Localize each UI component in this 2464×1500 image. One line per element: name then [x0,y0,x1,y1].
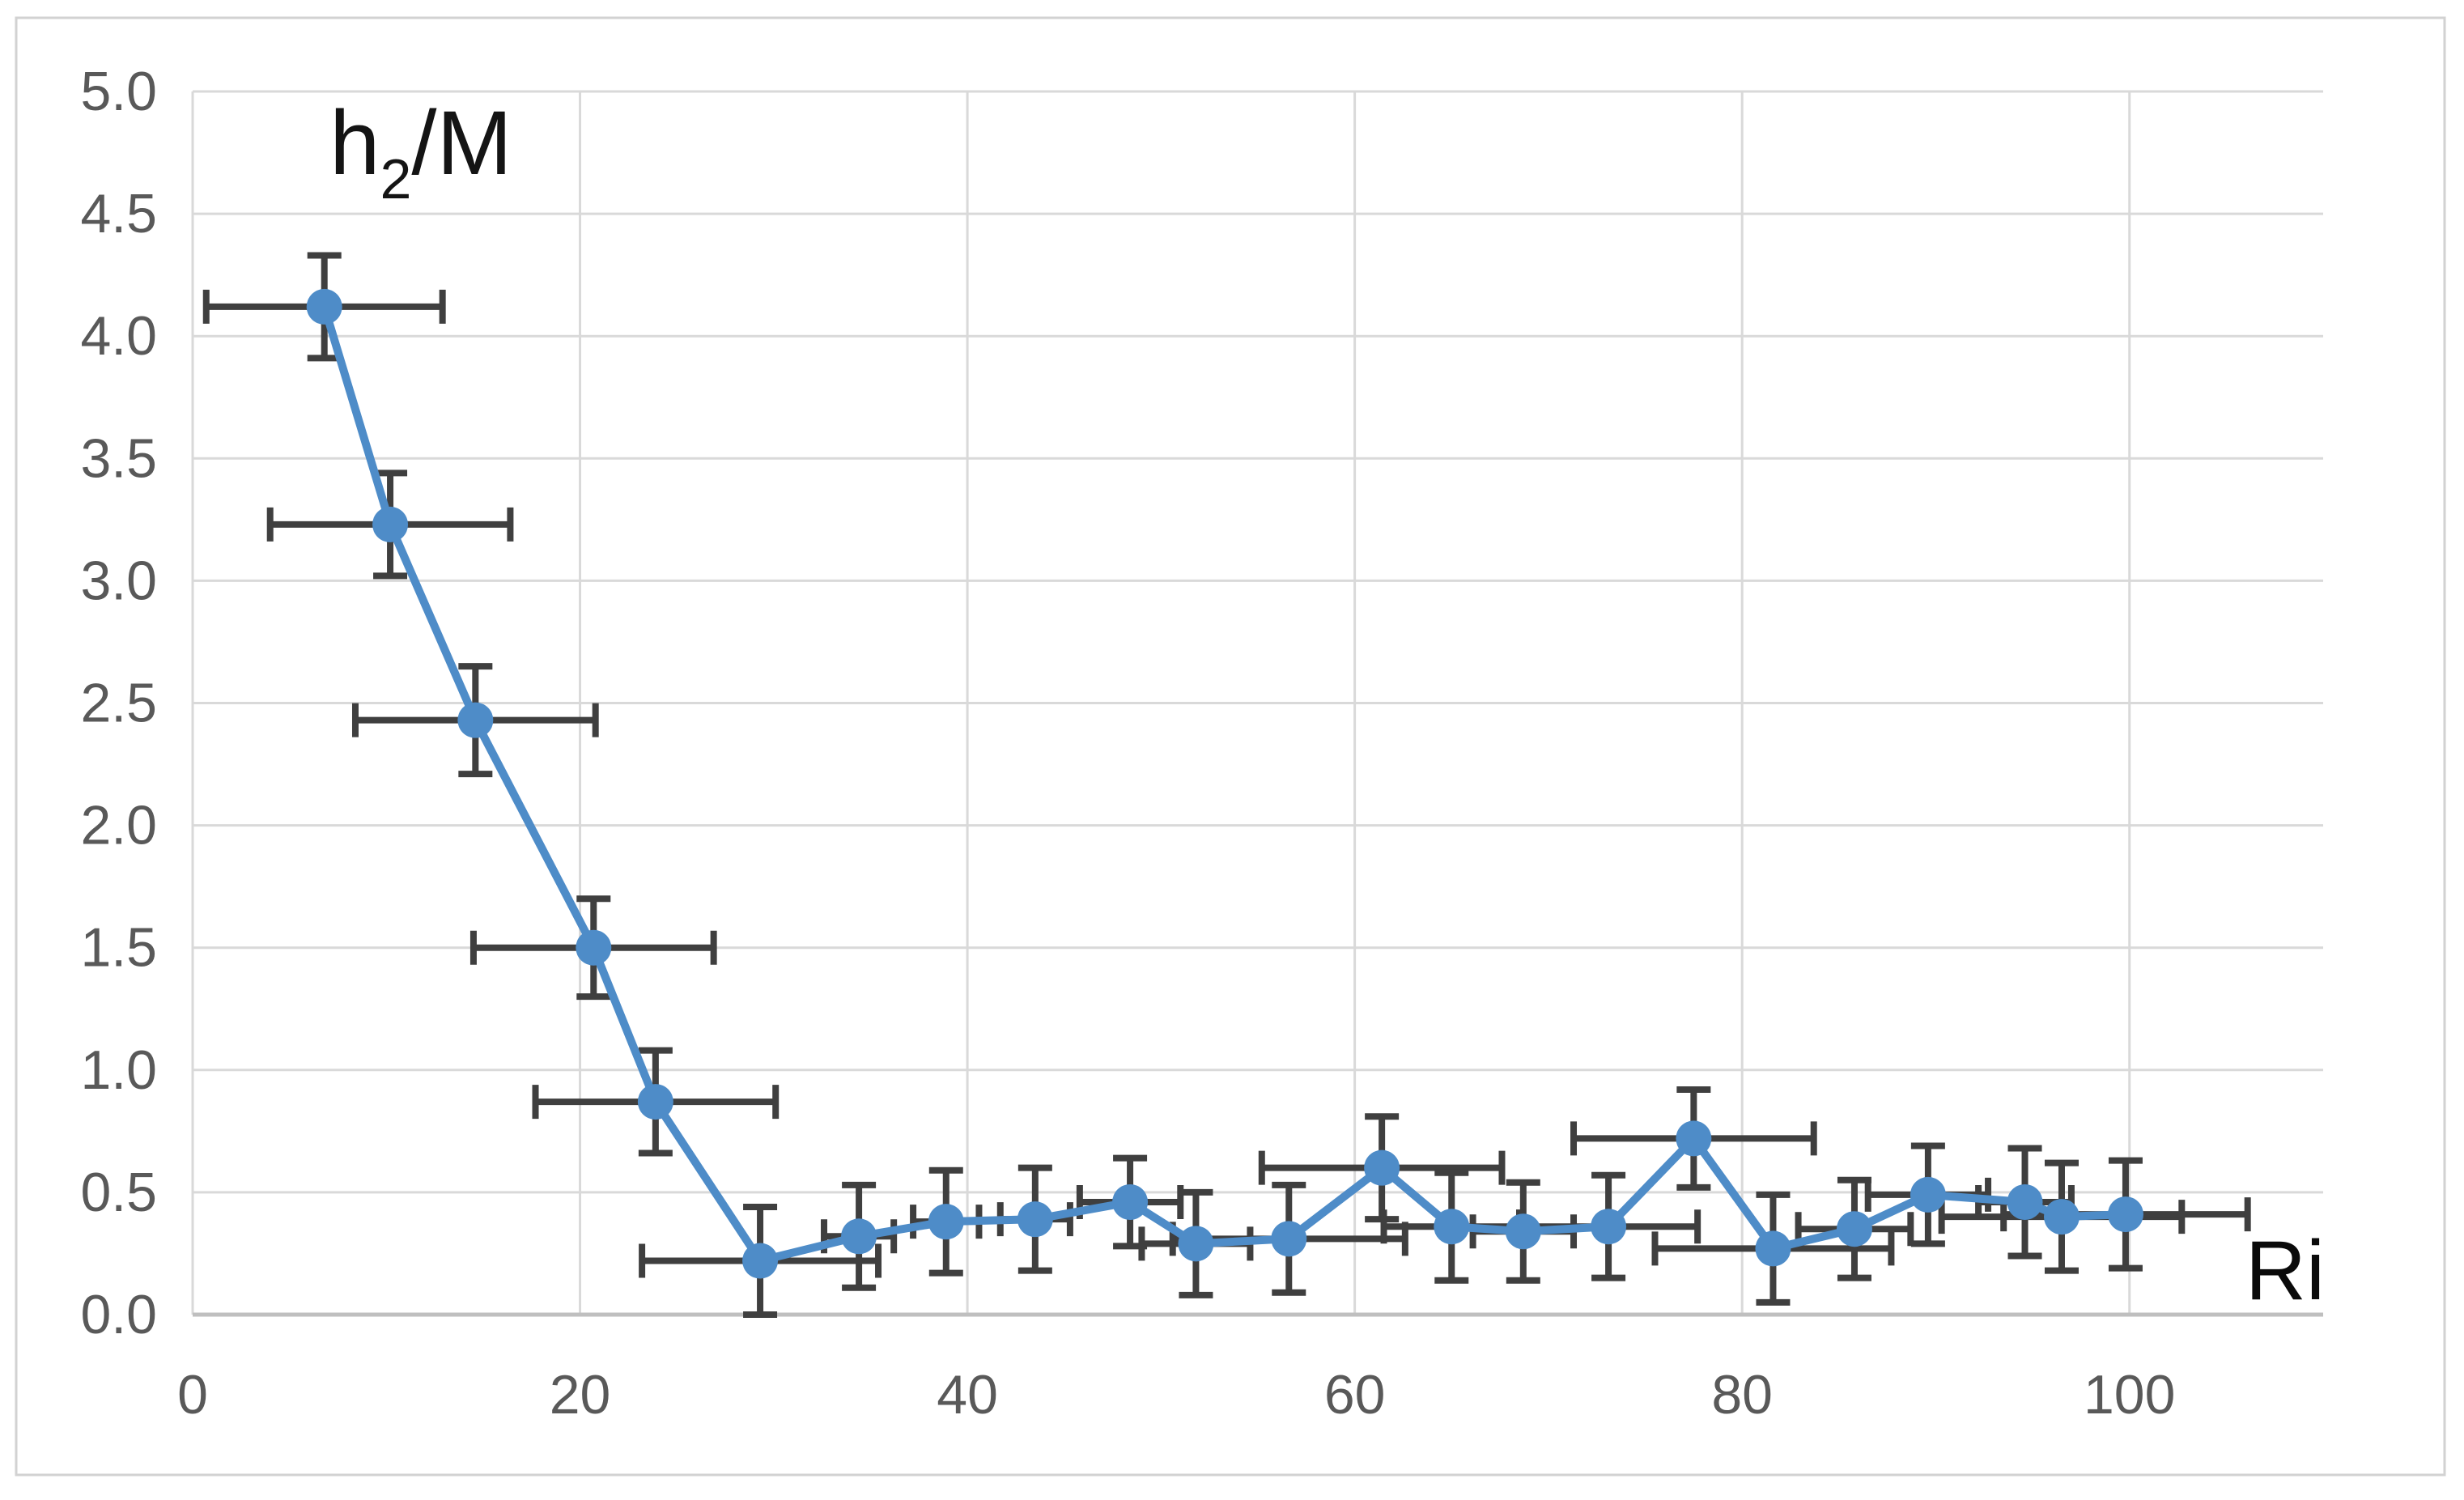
data-point-marker [1364,1149,1400,1186]
data-point-marker [928,1204,964,1240]
data-point-marker [637,1084,673,1120]
data-point-marker [457,702,494,738]
x-tick-label: 80 [1711,1364,1773,1426]
data-point-marker [1434,1209,1470,1245]
y-tick-label: 3.5 [80,427,157,489]
y-tick-label: 2.0 [80,795,157,856]
chart-border [15,16,2446,1477]
x-tick-label: 100 [2084,1364,2175,1426]
y-tick-label: 4.0 [80,305,157,367]
chart-title-subscript: 2 [380,147,411,210]
data-point-marker [841,1218,877,1255]
data-point-marker [372,506,409,542]
y-tick-label: 2.5 [80,673,157,734]
x-tick-label: 20 [550,1364,611,1426]
data-point-marker [1591,1209,1627,1245]
x-tick-label: 40 [937,1364,998,1426]
y-tick-label: 0.0 [80,1284,157,1345]
data-point-marker [1112,1183,1149,1220]
y-tick-label: 5.0 [80,61,157,122]
data-point-marker [1836,1211,1872,1247]
y-tick-label: 1.5 [80,917,157,979]
data-point-marker [1271,1221,1307,1257]
y-tick-label: 4.5 [80,183,157,244]
data-point-marker [1178,1226,1214,1262]
data-point-marker [576,929,612,966]
data-point-marker [1017,1201,1053,1238]
data-point-marker [2007,1183,2043,1220]
y-tick-label: 0.5 [80,1162,157,1223]
x-tick-label: 0 [177,1364,208,1426]
data-point-marker [2043,1199,2080,1235]
y-tick-label: 1.0 [80,1039,157,1101]
data-point-marker [1910,1176,1946,1213]
data-point-marker [2107,1196,2143,1233]
data-point-marker [1676,1120,1712,1157]
chart-title: h2/M [329,92,512,210]
data-point-marker [306,288,342,325]
data-point-marker [742,1243,779,1279]
x-tick-label: 60 [1324,1364,1386,1426]
data-point-marker [1755,1230,1791,1267]
x-axis-title: Ri [2245,1224,2325,1318]
data-point-marker [1505,1213,1541,1250]
y-tick-label: 3.0 [80,550,157,611]
